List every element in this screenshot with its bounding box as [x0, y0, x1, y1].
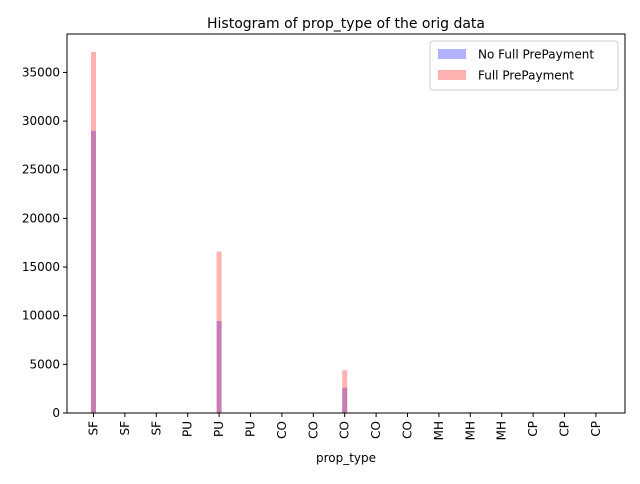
- x-tick-label-14: CP: [526, 421, 540, 437]
- y-tick-label-1: 5000: [29, 357, 60, 371]
- y-tick-label-5: 25000: [22, 163, 60, 177]
- x-tick-label-0: SF: [87, 421, 101, 436]
- x-tick-label-9: CO: [369, 421, 383, 439]
- y-axis: 0 5000 10000 15000 20000 25000 30000 35000: [22, 65, 67, 420]
- y-tick-label-2: 10000: [22, 309, 60, 323]
- x-tick-label-11: MH: [432, 421, 446, 440]
- y-tick-label-6: 30000: [22, 114, 60, 128]
- x-tick-label-16: CP: [589, 421, 603, 437]
- y-tick-label-3: 15000: [22, 260, 60, 274]
- plot-frame: [67, 34, 625, 413]
- x-tick-label-6: CO: [275, 421, 289, 439]
- plot-area: [91, 52, 598, 413]
- x-tick-label-13: MH: [495, 421, 509, 440]
- legend-label-0: No Full PrePayment: [478, 48, 594, 62]
- x-tick-label-7: CO: [306, 421, 320, 439]
- y-tick-label-0: 0: [52, 406, 60, 420]
- y-tick-label-7: 35000: [22, 65, 60, 79]
- chart-title: Histogram of prop_type of the orig data: [207, 16, 485, 32]
- x-axis-label: prop_type: [316, 451, 376, 465]
- x-tick-label-3: PU: [181, 421, 195, 437]
- x-tick-label-12: MH: [463, 421, 477, 440]
- y-tick-label-4: 20000: [22, 211, 60, 225]
- x-tick-label-1: SF: [118, 421, 132, 436]
- bar-series-1-0: [91, 52, 96, 413]
- legend-label-1: Full PrePayment: [478, 69, 574, 83]
- x-tick-label-15: CP: [558, 421, 572, 437]
- legend: No Full PrePayment Full PrePayment: [430, 41, 618, 90]
- x-tick-label-2: SF: [149, 421, 163, 436]
- x-tick-label-8: CO: [338, 421, 352, 439]
- legend-swatch-0: [438, 49, 466, 59]
- x-axis: SF SF SF PU PU PU CO CO CO CO CO MH MH MH CP CP CP: [87, 413, 603, 440]
- x-tick-label-5: PU: [244, 421, 258, 437]
- x-tick-label-4: PU: [212, 421, 226, 437]
- x-tick-label-10: CO: [401, 421, 415, 439]
- bar-series-1-4: [217, 251, 222, 413]
- legend-swatch-1: [438, 70, 466, 80]
- bar-series-1-8: [342, 370, 347, 413]
